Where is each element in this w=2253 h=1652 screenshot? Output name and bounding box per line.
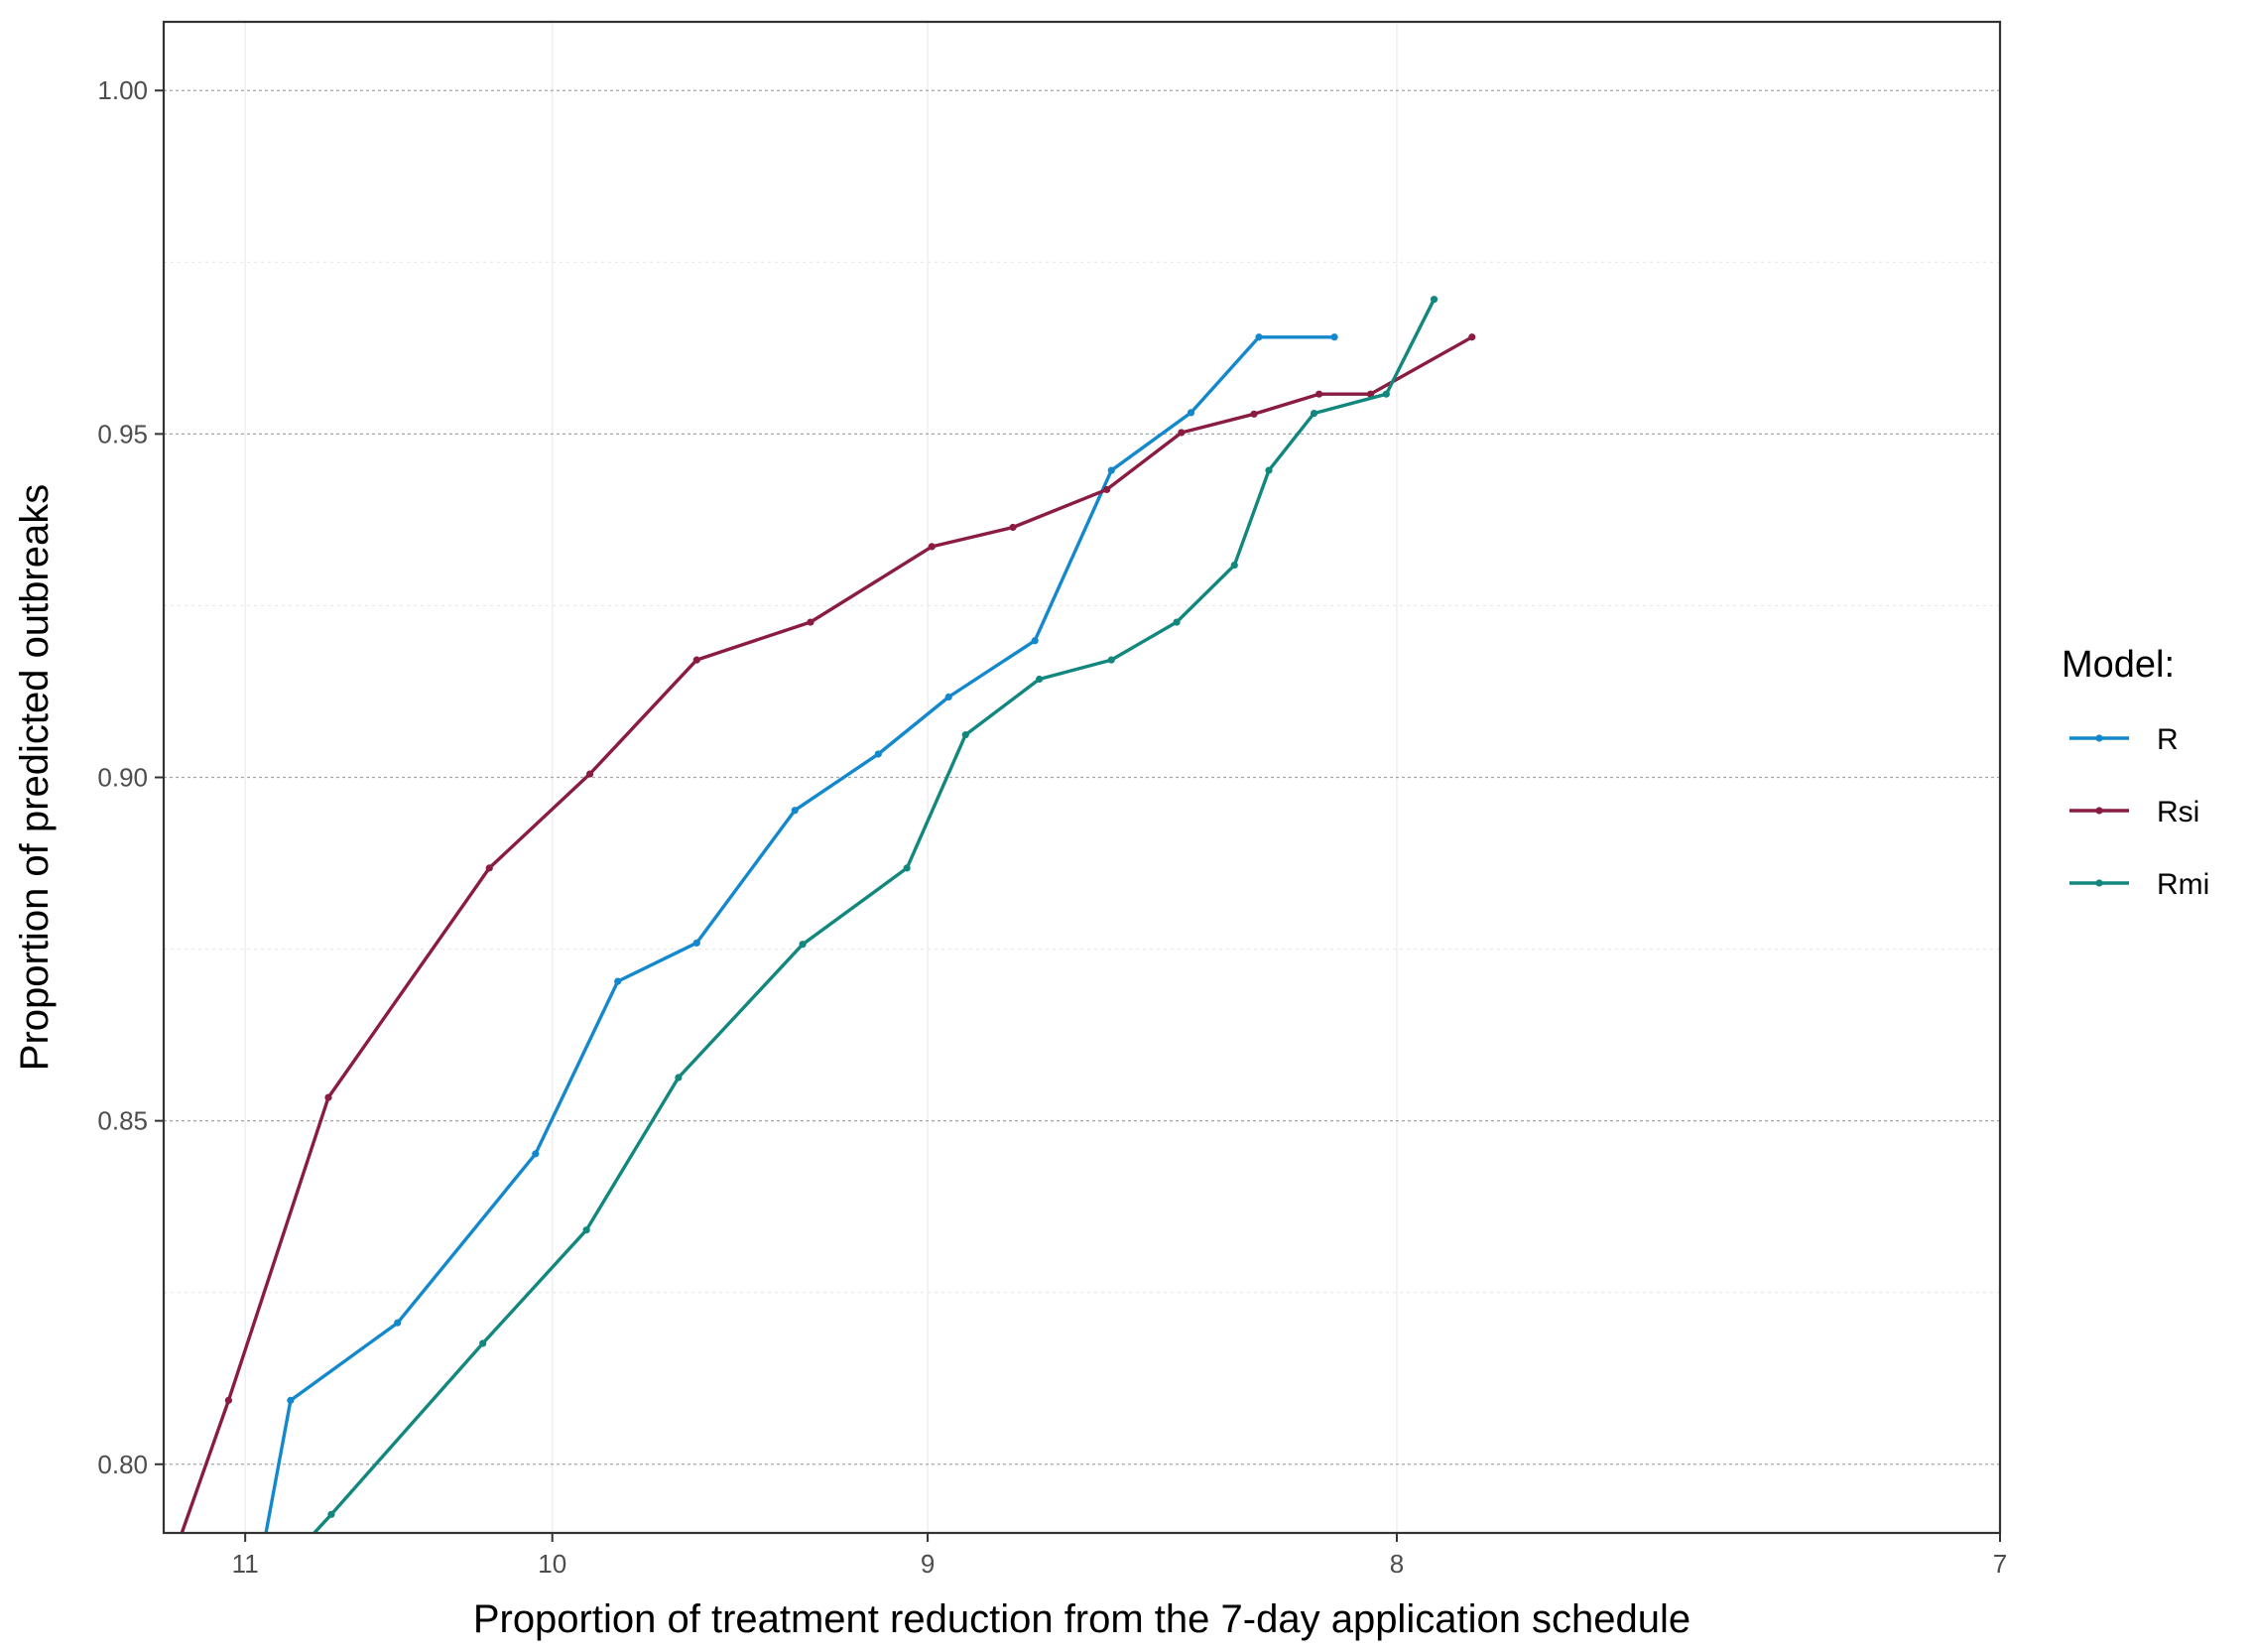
x-tick-label: 7	[1993, 1549, 2007, 1579]
data-point	[928, 543, 936, 551]
data-point	[224, 1396, 232, 1404]
data-point	[1250, 410, 1258, 418]
data-point	[394, 1319, 402, 1327]
data-point	[1430, 296, 1439, 304]
data-point	[1310, 409, 1318, 418]
data-point	[1187, 409, 1195, 417]
legend-item-rsi: Rsi	[2069, 796, 2199, 828]
y-tick-label: 0.85	[97, 1106, 148, 1136]
data-point	[614, 977, 622, 985]
y-tick-label: 1.00	[97, 75, 148, 105]
data-point	[692, 939, 700, 947]
data-point	[1036, 675, 1044, 684]
legend: Model: R Rsi Rmi	[2062, 644, 2209, 901]
x-tick-label: 10	[538, 1549, 566, 1579]
legend-label: Rmi	[2157, 868, 2209, 901]
data-point	[692, 656, 700, 664]
legend-key-point	[2095, 734, 2103, 742]
data-point	[944, 693, 952, 701]
x-tick-label: 11	[232, 1549, 259, 1579]
data-point	[675, 1074, 683, 1081]
major-gridlines	[164, 89, 2000, 1465]
series-rmi	[312, 296, 1439, 1533]
data-point	[1103, 485, 1111, 494]
data-point	[903, 864, 911, 872]
y-tick-label: 0.95	[97, 419, 148, 448]
x-axis: 11 10 9 8 7	[232, 1533, 2007, 1579]
data-point	[582, 1226, 590, 1234]
data-point	[791, 807, 799, 815]
data-point	[1265, 466, 1273, 474]
legend-item-rmi: Rmi	[2069, 868, 2209, 901]
data-point	[1255, 333, 1263, 341]
y-tick-label: 0.90	[97, 763, 148, 793]
x-tick-label: 8	[1390, 1549, 1404, 1579]
data-point	[532, 1150, 540, 1158]
series-rsi	[180, 333, 1476, 1533]
data-point	[1173, 618, 1181, 626]
series-layer	[180, 296, 1476, 1533]
data-point	[1009, 523, 1017, 532]
data-point	[585, 770, 594, 778]
data-point	[1031, 637, 1039, 645]
legend-label: R	[2157, 723, 2179, 756]
data-point	[1468, 333, 1476, 341]
x-tick-label: 9	[921, 1549, 935, 1579]
series-line-rmi	[312, 298, 1437, 1533]
data-point	[1382, 390, 1390, 398]
data-point	[1366, 390, 1375, 398]
y-axis: 0.80 0.85 0.90 0.95 1.00	[97, 75, 164, 1479]
data-point	[799, 941, 807, 949]
data-point	[287, 1396, 295, 1404]
data-point	[874, 750, 882, 758]
data-point	[961, 730, 969, 739]
data-point	[1330, 333, 1338, 341]
series-r	[264, 333, 1338, 1533]
y-tick-label: 0.80	[97, 1450, 148, 1479]
legend-key-point	[2095, 879, 2103, 887]
data-point	[1230, 561, 1238, 570]
data-point	[1178, 429, 1186, 437]
series-line-r	[264, 335, 1336, 1533]
data-point	[1107, 656, 1115, 664]
data-point	[485, 864, 493, 872]
legend-item-r: R	[2069, 723, 2179, 756]
y-axis-title: Proportion of predicted outbreaks	[13, 484, 57, 1071]
data-point	[324, 1093, 332, 1101]
data-point	[807, 618, 814, 626]
data-point	[479, 1339, 487, 1347]
data-point	[1107, 466, 1115, 474]
legend-label: Rsi	[2157, 796, 2199, 828]
legend-title: Model:	[2062, 644, 2175, 686]
legend-key-point	[2095, 807, 2103, 815]
data-point	[327, 1510, 335, 1518]
x-axis-title: Proportion of treatment reduction from t…	[473, 1597, 1690, 1641]
data-point	[1315, 390, 1323, 398]
